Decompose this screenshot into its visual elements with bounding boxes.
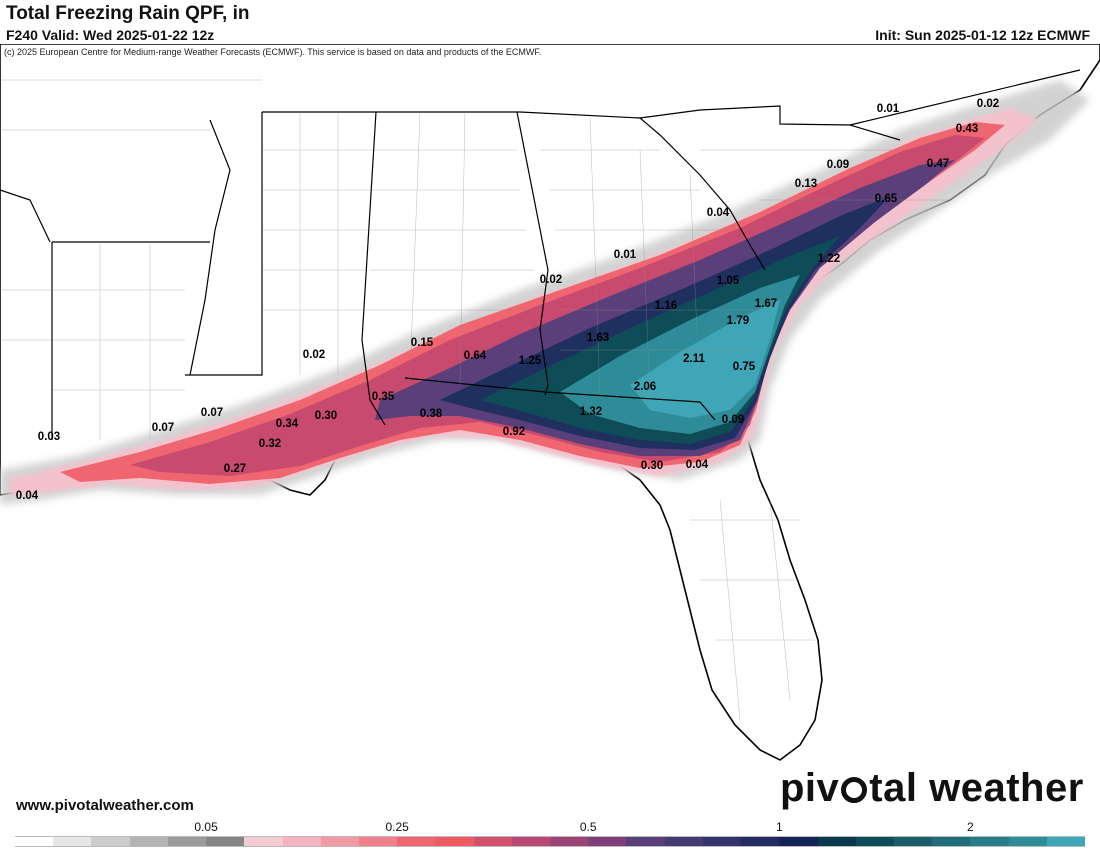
value-label: 1.16 (655, 300, 677, 312)
value-label: 0.02 (540, 274, 562, 286)
legend-swatch (244, 836, 283, 847)
legend-swatch (435, 836, 475, 847)
gear-icon (841, 777, 868, 803)
valid-time: F240 Valid: Wed 2025-01-22 12z (6, 27, 215, 43)
legend-swatch (779, 836, 818, 847)
legend-swatch (1008, 836, 1048, 847)
value-label: 1.67 (755, 298, 777, 310)
value-label: 1.79 (727, 315, 749, 327)
value-label: 0.09 (827, 159, 849, 171)
init-time: Init: Sun 2025-01-12 12z ECMWF (875, 27, 1090, 43)
value-label: 0.02 (977, 98, 999, 110)
legend-swatch (550, 836, 589, 847)
value-label: 0.64 (464, 350, 487, 362)
value-label: 0.15 (411, 337, 434, 349)
value-label: 0.03 (38, 431, 60, 443)
value-label: 0.01 (877, 103, 900, 115)
value-label: 2.11 (683, 353, 705, 365)
value-label: 0.35 (372, 391, 395, 403)
value-label: 1.32 (580, 406, 602, 418)
legend-swatch (817, 836, 857, 847)
website-link[interactable]: www.pivotalweather.com (16, 797, 194, 814)
brand-suffix: tal weather (869, 766, 1084, 810)
value-label: 0.34 (276, 418, 299, 430)
color-legend (15, 836, 1086, 847)
legend-swatch (473, 836, 513, 847)
value-label: 0.32 (259, 438, 281, 450)
value-label: 0.47 (927, 158, 949, 170)
state-borders (0, 69, 1081, 440)
legend-swatch (91, 836, 131, 847)
value-label: 0.38 (420, 408, 443, 420)
legend-swatch (129, 836, 169, 847)
value-label: 1.05 (717, 275, 740, 287)
legend-swatch (741, 836, 780, 847)
legend-tick: 1 (775, 820, 783, 834)
legend-tick: 0.5 (579, 820, 597, 834)
legend-swatch (15, 836, 54, 847)
legend-swatch (397, 836, 436, 847)
value-label: 0.09 (722, 414, 744, 426)
value-label: 0.65 (875, 193, 898, 205)
value-label: 1.22 (818, 253, 840, 265)
legend-tick: 0.05 (194, 820, 218, 834)
value-label: 1.25 (519, 355, 542, 367)
value-label: 0.04 (686, 459, 709, 471)
legend-tick: 2 (967, 820, 974, 834)
legend-swatch (511, 836, 551, 847)
value-labels: 0.01 0.02 0.43 0.09 0.47 0.13 0.65 0.04 1.22 0.01… (16, 98, 999, 502)
value-label: 1.63 (587, 332, 609, 344)
legend-tick: 0.25 (385, 820, 409, 834)
county-lines (0, 79, 950, 721)
legend-swatch (320, 836, 360, 847)
legend-swatch (206, 836, 245, 847)
legend-swatch (588, 836, 627, 847)
value-label: 0.92 (503, 426, 525, 438)
value-label: 0.43 (956, 123, 978, 135)
value-label: 0.04 (16, 490, 39, 502)
value-label: 0.07 (201, 407, 223, 419)
copyright-notice: (c) 2025 European Centre for Medium-rang… (4, 47, 542, 57)
forecast-map: 0.01 0.02 0.43 0.09 0.47 0.13 0.65 0.04 1.22 0.01… (0, 44, 1100, 820)
value-label: 0.30 (315, 410, 337, 422)
map-title: Total Freezing Rain QPF, in (6, 3, 250, 24)
pivotal-weather-logo: piv tal weather (780, 766, 1084, 811)
legend-swatch (626, 836, 666, 847)
value-label: 0.01 (614, 249, 637, 261)
value-label: 0.75 (733, 361, 756, 373)
legend-swatch (664, 836, 704, 847)
legend-swatch (970, 836, 1010, 847)
legend-swatch (53, 836, 92, 847)
legend-swatch (1046, 836, 1086, 847)
legend-swatch (282, 836, 322, 847)
value-label: 0.13 (795, 178, 817, 190)
legend-swatch (932, 836, 971, 847)
value-label: 0.07 (152, 422, 174, 434)
legend-swatch (167, 836, 207, 847)
value-label: 2.06 (634, 381, 656, 393)
value-label: 0.02 (303, 349, 325, 361)
legend-swatch (855, 836, 895, 847)
value-label: 0.04 (707, 207, 730, 219)
legend-swatch (702, 836, 742, 847)
value-label: 0.27 (224, 463, 246, 475)
value-label: 0.30 (641, 460, 663, 472)
legend-swatch (893, 836, 933, 847)
legend-swatch (358, 836, 398, 847)
brand-prefix: piv (780, 766, 840, 810)
